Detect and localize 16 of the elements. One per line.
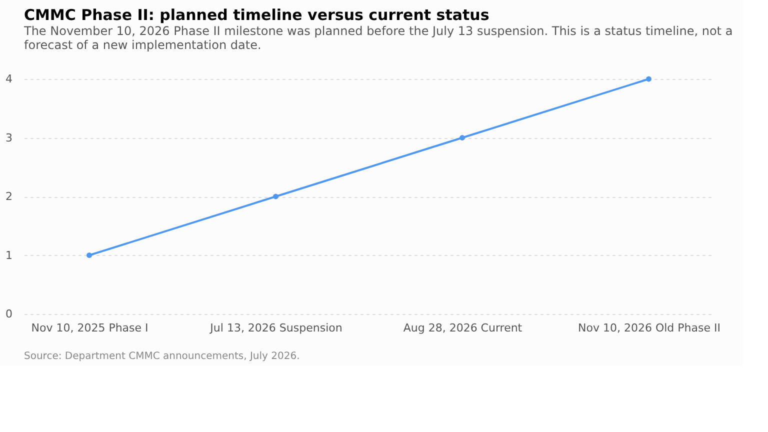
point bbox=[460, 135, 465, 140]
source-note: Source: Department CMMC announcements, July 2026. bbox=[24, 351, 300, 362]
y-tick-label: 3 bbox=[6, 131, 12, 144]
y-tick-label: 2 bbox=[6, 190, 12, 203]
x-tick-label: Nov 10, 2025 Phase I bbox=[31, 322, 148, 334]
y-tick-label: 0 bbox=[6, 308, 12, 320]
x-tick-label: Aug 28, 2026 Current bbox=[403, 322, 523, 334]
y-tick-label: 1 bbox=[6, 248, 12, 262]
point bbox=[86, 252, 92, 258]
x-tick-label: Nov 10, 2026 Old Phase II bbox=[578, 322, 720, 334]
chart-subtitle: The November 10, 2026 Phase II milestone was planned before the July 13 suspension. This is a status timeline, not a forecast of a new implementation date. bbox=[23, 24, 733, 52]
point bbox=[273, 194, 278, 200]
x-tick-label: Jul 13, 2026 Suspension bbox=[209, 322, 342, 334]
chart-title: CMMC Phase II: planned timeline versus current status bbox=[24, 6, 490, 24]
y-tick-label: 4 bbox=[6, 72, 12, 86]
point bbox=[646, 76, 652, 82]
